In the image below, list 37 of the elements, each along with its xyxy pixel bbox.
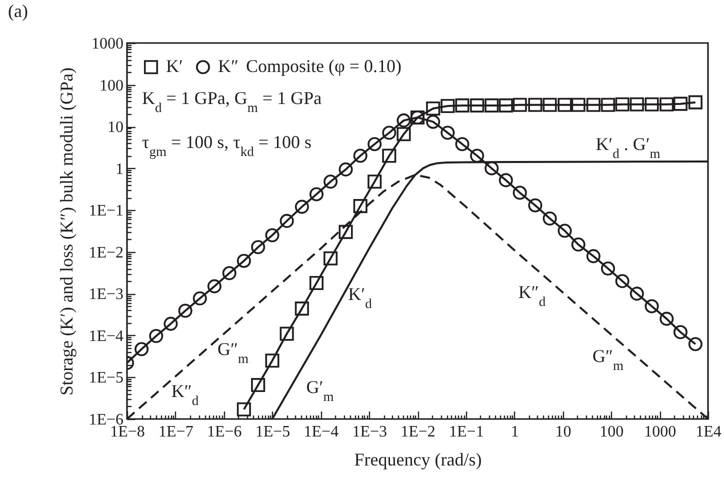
y-tick-label: 1E−3 [88,286,124,304]
y-axis-title: Storage (K′) and loss (K″) bulk moduli (GPa) [56,68,77,396]
annotation: G′$_{m}$ [306,377,334,404]
x-tick-label: 1E−1 [449,424,484,440]
annotation: G″$_{m}$ [592,346,624,372]
annotation: K$_{d}$ = 1 GPa, G$_{m}$ = 1 GPa [142,88,322,114]
y-tick-label: 1 [116,160,124,178]
annotation: τ$_{gm}$ = 100 s, τ$_{kd}$ = 100 s [142,132,312,158]
x-tick-label: 1E4 [696,424,722,440]
x-tick-label: 1000 [644,424,676,440]
annotation: K″$_{d}$ [518,282,546,308]
annotation: K′$_{d}$ . G′$_{m}$ [596,134,661,160]
y-tick-label: 1000 [92,36,124,52]
x-tick-label: 100 [600,424,624,440]
x-tick-label: 1E−4 [304,424,339,440]
x-tick-label: 1E−5 [255,424,290,440]
annotation: G″$_{m}$ [217,339,249,366]
y-tick-label: 10 [108,119,124,136]
x-tick-label: 1E−7 [158,424,194,440]
x-tick-label: 1E−6 [206,424,242,440]
chart-title: (a) [8,1,28,21]
x-tick-label: 1E−2 [400,424,436,440]
x-axis-title: Frequency (rad/s) [354,450,482,470]
x-tick-label: 1E−8 [110,424,145,440]
y-tick-label: 1E−4 [88,328,124,345]
y-tick-label: 1E−1 [88,202,124,220]
legend-title: Composite (φ = 0.10) [246,56,402,76]
x-tick-label: 1E−3 [352,424,387,440]
legend-label: K′ [166,56,183,76]
y-tick-label: 1E−2 [88,244,124,262]
x-tick-label: 10 [555,424,572,440]
annotation: K′$_{d}$ [348,284,372,310]
y-tick-label: 100 [100,77,124,94]
y-tick-label: 1E−5 [88,370,124,387]
annotation: K″$_{d}$ [171,381,199,408]
x-tick-label: 1 [510,424,519,440]
legend-label: K″ [218,56,238,76]
